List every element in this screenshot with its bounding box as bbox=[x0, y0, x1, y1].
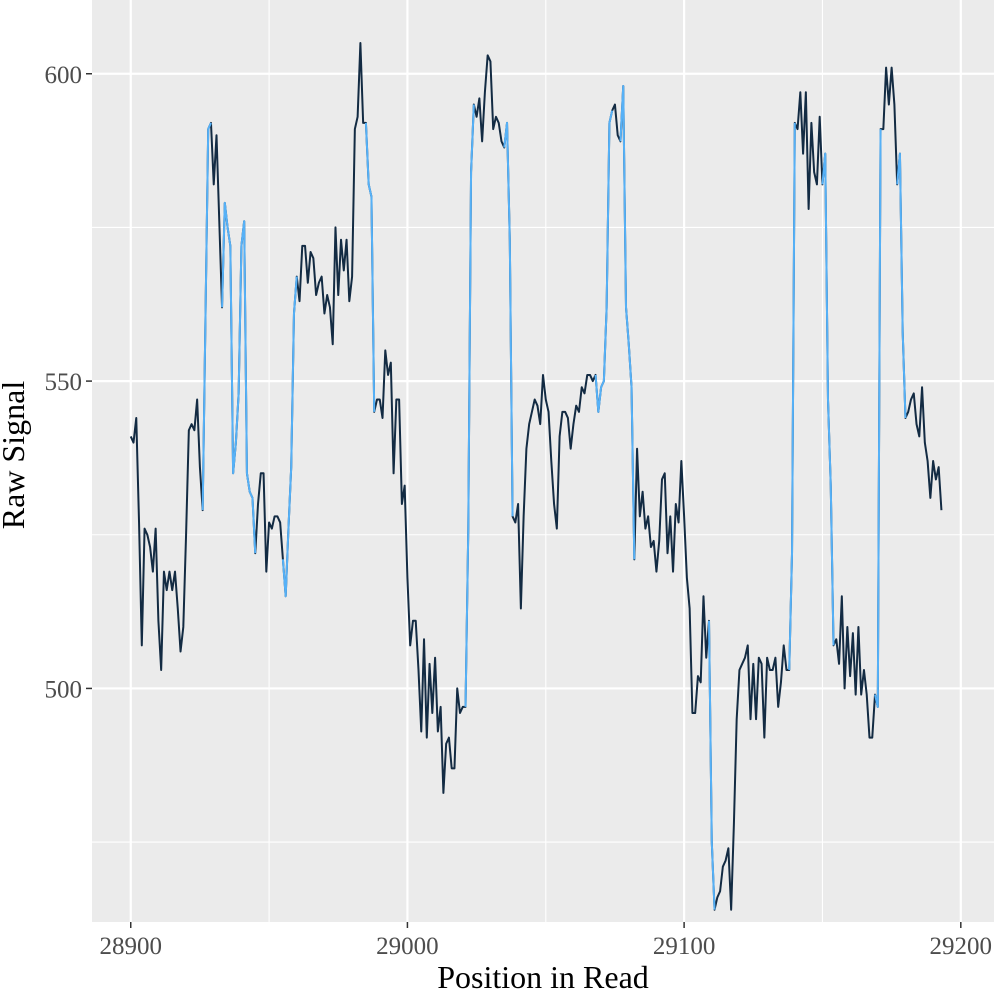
signal-segment-light bbox=[464, 104, 475, 707]
minor-gridlines bbox=[92, 0, 994, 922]
signal-segment-light bbox=[821, 152, 835, 646]
signal-series bbox=[129, 42, 943, 911]
major-gridlines bbox=[92, 0, 994, 922]
signal-segment-light bbox=[788, 122, 796, 671]
signal-segment-light bbox=[281, 276, 298, 598]
x-axis-title: Position in Read bbox=[437, 959, 649, 990]
y-axis-title: Raw Signal bbox=[0, 381, 31, 530]
signal-segment-light bbox=[708, 620, 716, 910]
signal-segment-light bbox=[503, 121, 514, 517]
signal-segment-light bbox=[896, 152, 907, 419]
x-tick-label: 29100 bbox=[653, 933, 716, 960]
x-tick-label: 28900 bbox=[99, 933, 162, 960]
y-tick-label: 600 bbox=[45, 62, 83, 89]
signal-segment-light bbox=[619, 85, 636, 560]
y-tick-label: 500 bbox=[45, 676, 83, 703]
axis-ticks: 28900 29000 29100 29200 500 550 600 bbox=[45, 62, 993, 960]
signal-segment-light bbox=[364, 122, 376, 412]
signal-line-dark bbox=[129, 42, 943, 911]
y-tick-label: 550 bbox=[45, 369, 83, 396]
signal-segment-light bbox=[201, 122, 212, 511]
signal-segment-light bbox=[874, 129, 882, 708]
x-tick-label: 29000 bbox=[376, 933, 439, 960]
signal-segment-light bbox=[221, 201, 257, 554]
plot-panel bbox=[92, 0, 994, 922]
signal-segment-light bbox=[594, 110, 614, 413]
x-tick-label: 29200 bbox=[930, 933, 993, 960]
